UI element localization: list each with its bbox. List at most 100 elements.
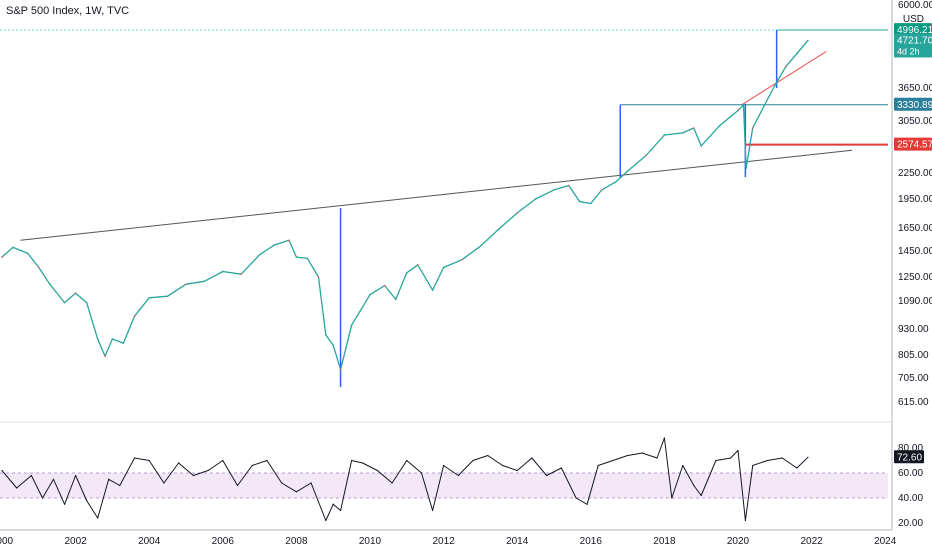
price-point	[74, 292, 77, 294]
rsi-point	[586, 503, 588, 505]
price-point	[325, 334, 327, 336]
rsi-point	[133, 457, 136, 459]
rsi-point	[332, 503, 334, 505]
rsi-point	[663, 437, 666, 439]
price-point	[63, 301, 66, 304]
rsi-tick-label: 80.00	[898, 443, 923, 454]
price-point	[807, 39, 809, 42]
rsi-last-value-box	[894, 450, 924, 464]
chart-title: S&P 500 Index, 1W, TVC	[6, 5, 130, 17]
rsi-point	[163, 482, 165, 484]
price-series	[1, 39, 809, 371]
price-point	[700, 145, 702, 147]
price-point	[567, 184, 570, 187]
x-tick-label: 2004	[138, 536, 161, 547]
rsi-point	[472, 459, 474, 462]
price-point	[693, 127, 695, 129]
rsi-band	[0, 472, 888, 499]
rsi-point	[531, 457, 533, 459]
rsi-point	[148, 459, 150, 462]
price-point	[96, 338, 99, 340]
rsi-last-value-text: 72.60	[897, 452, 922, 463]
price-label-text: 3330.89	[897, 100, 932, 111]
price-tick-label: 1950.00	[898, 194, 932, 205]
rsi-point	[656, 457, 658, 459]
rsi-tick-label: 20.00	[898, 518, 923, 529]
rsi-point	[796, 467, 798, 469]
price-point	[417, 264, 419, 266]
price-point	[203, 280, 206, 283]
price-point	[38, 266, 40, 269]
rsi-point	[75, 474, 77, 477]
price-point	[682, 132, 684, 134]
rsi-point	[737, 449, 739, 452]
x-tick-label: 2020	[727, 536, 750, 547]
price-point	[148, 297, 150, 299]
rsi-point	[207, 469, 209, 472]
rsi-point	[501, 464, 504, 467]
price-point	[578, 200, 581, 203]
price-point	[306, 257, 309, 260]
price-point	[718, 124, 721, 127]
price-point	[166, 295, 169, 298]
rsi-point	[560, 467, 562, 469]
price-point	[288, 239, 290, 242]
price-tick-label: 1650.00	[898, 223, 932, 234]
rsi-point	[266, 459, 268, 462]
drawings	[0, 29, 888, 387]
rsi-point	[807, 456, 809, 458]
price-point	[104, 355, 106, 357]
price-point	[762, 105, 765, 108]
rsi-point	[575, 497, 577, 499]
rsi-point	[108, 478, 110, 480]
price-point	[339, 368, 342, 371]
rsi-point	[16, 487, 18, 489]
price-point	[350, 324, 353, 327]
price-point	[1, 256, 3, 258]
price-point	[406, 272, 408, 274]
price-point	[626, 170, 629, 172]
rsi-point	[192, 474, 194, 477]
price-tick-label: 705.00	[898, 373, 929, 384]
price-point	[498, 228, 500, 230]
rsi-point	[391, 482, 393, 484]
price-point	[394, 298, 397, 301]
rsi-point	[766, 459, 769, 462]
price-point	[745, 167, 747, 170]
price-point	[785, 65, 787, 68]
x-tick-label: 2022	[800, 536, 823, 547]
x-tick-label: 2002	[64, 536, 87, 547]
price-tick-label: 805.00	[898, 350, 929, 361]
rsi-point	[641, 452, 643, 454]
rsi-tick-label: 60.00	[898, 468, 923, 479]
rsi-point	[236, 484, 239, 487]
price-point	[133, 315, 136, 318]
x-tick-label: 2018	[653, 536, 676, 547]
price-point	[317, 276, 320, 278]
rsi-point	[351, 459, 353, 462]
rsi-point	[431, 509, 434, 512]
price-point	[222, 270, 224, 273]
rsi-point	[52, 478, 55, 480]
price-label-subtext: 4d 2h	[897, 47, 920, 57]
x-tick-label: 2000	[0, 536, 14, 547]
rsi-point	[671, 497, 673, 499]
price-point	[751, 127, 754, 129]
price-label-text: 2574.57	[897, 140, 932, 151]
price-point	[601, 189, 603, 191]
x-tick-label: 2012	[432, 536, 455, 547]
price-label-box	[894, 33, 932, 58]
price-tick-label: 6000.00	[898, 0, 932, 11]
price-point	[516, 212, 518, 214]
x-tick-label: 2006	[212, 536, 235, 547]
rsi-tick-label: 40.00	[898, 493, 923, 504]
price-point	[461, 258, 463, 261]
price-point	[273, 244, 276, 246]
price-point	[796, 52, 798, 55]
price-point	[645, 154, 647, 157]
rsi-point	[339, 509, 342, 512]
price-point	[534, 198, 537, 200]
price-label-text: 4996.21	[897, 25, 932, 36]
rsi-point	[516, 469, 518, 472]
